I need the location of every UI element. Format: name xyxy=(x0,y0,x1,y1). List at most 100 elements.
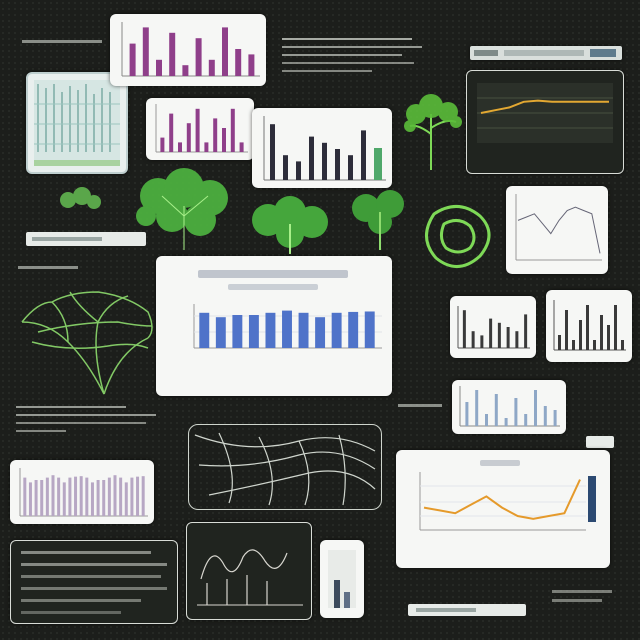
chart-bar xyxy=(130,477,134,516)
network-diagram-illustration xyxy=(425,205,491,268)
chart-bar xyxy=(282,310,292,348)
chart-bar xyxy=(485,414,488,426)
chart-bar xyxy=(169,113,174,152)
wireframe-illustration-panel xyxy=(188,424,382,510)
chart-bar xyxy=(489,318,493,348)
chart-bar xyxy=(296,161,301,180)
series-line xyxy=(423,479,581,520)
chart-bar xyxy=(515,331,519,348)
chart-bar xyxy=(34,480,38,516)
chart-bar xyxy=(235,49,242,76)
chart-bar xyxy=(169,32,176,76)
chart-bar xyxy=(607,325,610,350)
chart-bar xyxy=(129,43,136,76)
small-line-chart-panel xyxy=(506,186,608,274)
chart-bar xyxy=(102,480,106,516)
chart-bar xyxy=(322,142,327,180)
chart-title-placeholder xyxy=(198,270,348,278)
plant-illustration xyxy=(404,94,462,170)
dark-bars-chart-b xyxy=(553,300,626,351)
header-text-strip xyxy=(22,40,102,46)
orange-line-chart xyxy=(419,472,596,531)
chart-bar xyxy=(248,315,259,348)
chart-bar xyxy=(57,477,61,516)
leaf-wireframe-illustration xyxy=(194,432,376,506)
left-toolbar-strip xyxy=(26,232,146,246)
small-portrait-panel xyxy=(320,540,364,618)
dark-bars-chart-a xyxy=(457,306,530,349)
small-purple-bar-chart xyxy=(155,104,248,153)
chart-bar xyxy=(586,305,589,350)
chart-bar xyxy=(160,137,165,152)
chart-bar xyxy=(572,340,575,350)
chart-bar xyxy=(524,414,528,426)
chart-bar xyxy=(23,477,27,516)
bottom-right-text xyxy=(552,590,616,616)
teal-grid-chart-panel xyxy=(26,72,128,174)
chart-bar xyxy=(230,108,235,152)
chart-bar xyxy=(156,59,162,76)
chart-bar xyxy=(480,335,484,348)
dark-line-chart xyxy=(477,83,613,143)
chart-subtitle-placeholder xyxy=(228,284,318,290)
chart-bar xyxy=(178,142,182,152)
chart-bar xyxy=(558,335,561,350)
chart-bar xyxy=(28,482,32,516)
chart-bar xyxy=(348,155,353,180)
chart-bar xyxy=(215,317,226,348)
chart-bar xyxy=(208,59,215,76)
chart-bar xyxy=(40,480,44,516)
chart-bar xyxy=(270,124,275,180)
chart-bar xyxy=(107,477,111,516)
teal-grid-chart xyxy=(34,80,120,166)
chart-bar xyxy=(248,54,255,76)
small-purple-bar-panel xyxy=(146,98,254,160)
chart-bar xyxy=(141,476,145,516)
purple-bar-chart-panel xyxy=(110,14,266,86)
chart-bar xyxy=(113,475,117,516)
chart-bar xyxy=(494,394,498,426)
chart-bar xyxy=(79,476,83,516)
dark-bar-chart xyxy=(263,116,386,181)
chart-bar xyxy=(621,340,624,350)
chart-bar xyxy=(593,340,596,350)
small-line-chart xyxy=(515,194,602,261)
orange-line-chart-panel xyxy=(396,450,610,568)
fern-icon xyxy=(60,187,101,209)
chart-bar xyxy=(222,27,228,76)
chart-bar xyxy=(462,310,466,348)
chart-bar xyxy=(51,475,55,516)
main-blue-bar-chart xyxy=(193,304,382,349)
small-bar-chart xyxy=(459,386,560,427)
chart-bar xyxy=(68,477,72,516)
chart-bar xyxy=(524,314,528,348)
left-text-block xyxy=(16,404,166,438)
chart-bar xyxy=(195,38,202,76)
small-bar-chart-panel xyxy=(452,380,566,434)
chart-bar xyxy=(136,476,140,516)
chart-bar xyxy=(265,312,276,348)
dark-bars-chart-a-panel xyxy=(450,296,536,358)
chart-bar xyxy=(331,312,342,348)
dark-bar-chart-panel xyxy=(252,108,392,188)
chart-bar xyxy=(213,118,218,152)
tree-diagram-illustration xyxy=(21,291,153,395)
top-right-toolbar xyxy=(470,46,622,60)
chart-bar xyxy=(142,27,149,76)
chart-bar xyxy=(45,477,49,516)
main-blue-bar-chart-panel xyxy=(156,256,392,396)
chart-bar xyxy=(124,482,128,516)
right-small-chip xyxy=(586,436,614,448)
chart-bar xyxy=(90,482,94,516)
right-text-strip xyxy=(398,404,442,410)
chart-bar xyxy=(119,477,123,516)
top-text-block xyxy=(282,36,432,90)
small-portrait-chart xyxy=(328,550,356,608)
chart-bar xyxy=(506,327,510,348)
chart-bar xyxy=(182,65,189,76)
plant-illustration xyxy=(136,168,228,250)
chart-bar xyxy=(579,320,582,350)
chart-bar xyxy=(298,312,309,348)
chart-bar xyxy=(96,480,100,516)
chart-bar xyxy=(315,317,326,348)
